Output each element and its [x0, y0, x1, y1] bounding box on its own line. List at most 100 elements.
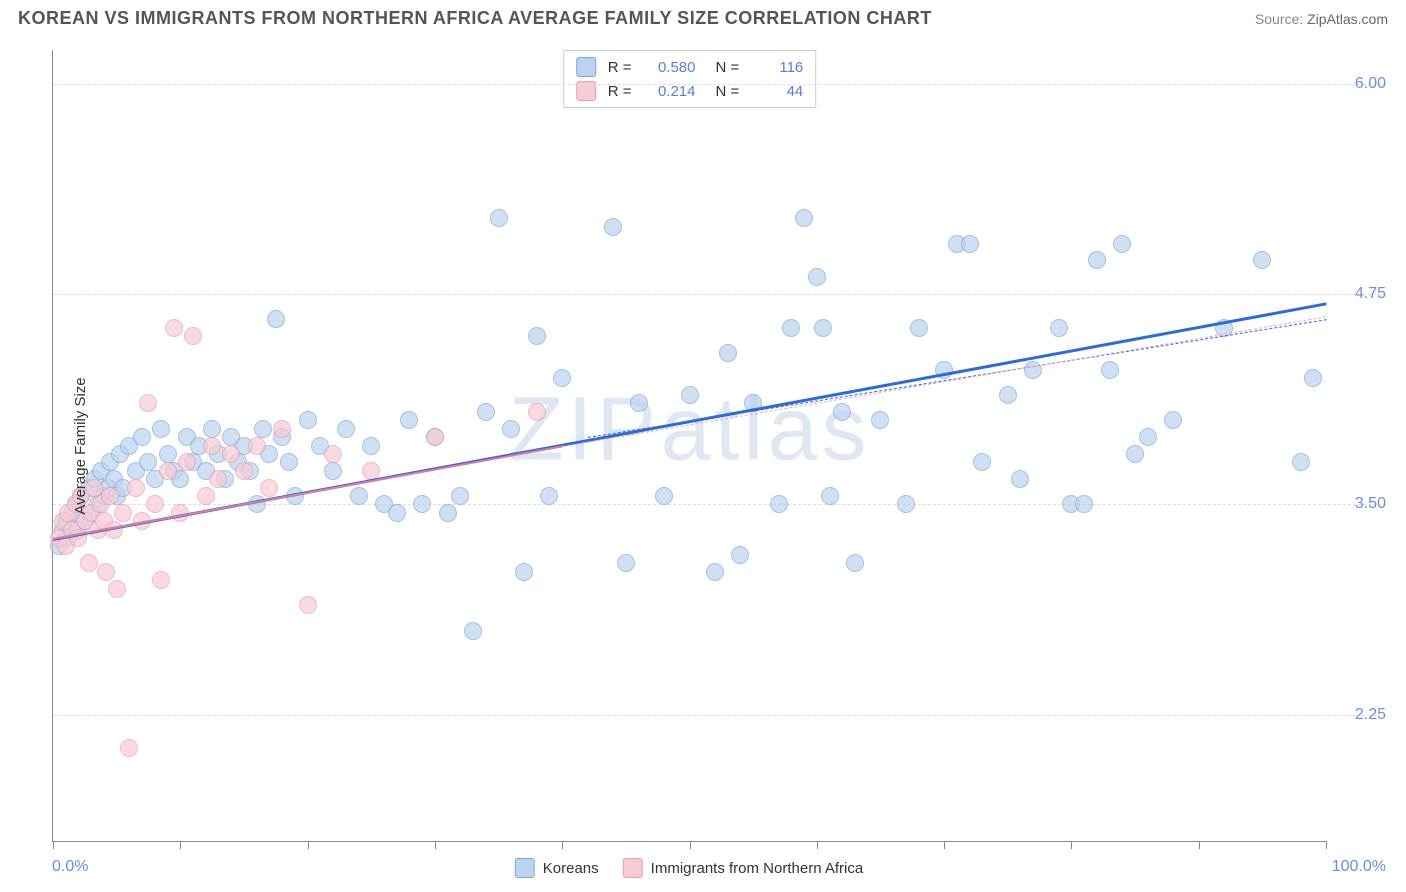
legend-swatch — [515, 858, 535, 878]
bottom-legend: Koreans Immigrants from Northern Africa — [515, 858, 863, 878]
scatter-point — [165, 319, 183, 337]
scatter-point — [324, 462, 342, 480]
scatter-point — [770, 495, 788, 513]
y-gridline — [53, 84, 1386, 85]
scatter-point — [362, 437, 380, 455]
scatter-point — [1126, 445, 1144, 463]
stat-label-r: R = — [608, 83, 632, 100]
x-tick — [180, 841, 181, 849]
x-tick — [690, 841, 691, 849]
scatter-point — [502, 420, 520, 438]
scatter-point — [630, 394, 648, 412]
stats-row: R =0.580N =116 — [576, 55, 804, 79]
scatter-point — [114, 504, 132, 522]
scatter-point — [1024, 361, 1042, 379]
scatter-point — [426, 428, 444, 446]
x-tick — [817, 841, 818, 849]
scatter-point — [388, 504, 406, 522]
scatter-point — [1101, 361, 1119, 379]
scatter-point — [209, 470, 227, 488]
scatter-point — [973, 453, 991, 471]
scatter-point — [222, 445, 240, 463]
scatter-point — [553, 369, 571, 387]
source-credit: Source: ZipAtlas.com — [1255, 11, 1388, 27]
x-tick — [435, 841, 436, 849]
scatter-point — [833, 403, 851, 421]
source-value: ZipAtlas.com — [1307, 11, 1388, 27]
x-axis-min-label: 0.0% — [52, 858, 88, 876]
scatter-point — [337, 420, 355, 438]
x-tick — [1071, 841, 1072, 849]
scatter-point — [731, 546, 749, 564]
x-tick — [1326, 841, 1327, 849]
scatter-point — [1164, 411, 1182, 429]
y-gridline — [53, 294, 1386, 295]
scatter-point — [871, 411, 889, 429]
scatter-point — [808, 268, 826, 286]
scatter-point — [477, 403, 495, 421]
scatter-point — [80, 554, 98, 572]
scatter-point — [235, 462, 253, 480]
stat-label-r: R = — [608, 59, 632, 76]
y-tick-label: 4.75 — [1336, 285, 1386, 303]
legend-item: Koreans — [515, 858, 599, 878]
scatter-point — [101, 487, 119, 505]
scatter-point — [490, 209, 508, 227]
scatter-point — [152, 571, 170, 589]
scatter-point — [159, 445, 177, 463]
legend-label: Koreans — [543, 860, 599, 877]
stat-label-n: N = — [716, 59, 740, 76]
scatter-point — [400, 411, 418, 429]
scatter-point — [451, 487, 469, 505]
scatter-point — [280, 453, 298, 471]
scatter-point — [439, 504, 457, 522]
plot-region: ZIPatlas R =0.580N =116R =0.214N =44 2.2… — [52, 50, 1326, 842]
scatter-point — [203, 437, 221, 455]
chart-title: KOREAN VS IMMIGRANTS FROM NORTHERN AFRIC… — [18, 8, 932, 29]
scatter-point — [267, 310, 285, 328]
scatter-point — [719, 344, 737, 362]
scatter-point — [681, 386, 699, 404]
scatter-point — [159, 462, 177, 480]
scatter-point — [814, 319, 832, 337]
series-swatch — [576, 57, 596, 77]
y-axis-title: Average Family Size — [72, 377, 89, 514]
y-tick-label: 6.00 — [1336, 75, 1386, 93]
scatter-point — [528, 327, 546, 345]
scatter-point — [197, 487, 215, 505]
stat-value-n: 44 — [747, 83, 803, 100]
scatter-point — [97, 563, 115, 581]
scatter-point — [139, 453, 157, 471]
stats-legend-box: R =0.580N =116R =0.214N =44 — [563, 50, 817, 108]
stat-value-r: 0.214 — [640, 83, 696, 100]
scatter-point — [1253, 251, 1271, 269]
scatter-point — [782, 319, 800, 337]
legend-label: Immigrants from Northern Africa — [651, 860, 864, 877]
scatter-point — [1050, 319, 1068, 337]
scatter-point — [821, 487, 839, 505]
scatter-point — [1088, 251, 1106, 269]
y-gridline — [53, 715, 1386, 716]
scatter-point — [299, 596, 317, 614]
scatter-point — [897, 495, 915, 513]
scatter-point — [152, 420, 170, 438]
scatter-point — [515, 563, 533, 581]
chart-area: ZIPatlas R =0.580N =116R =0.214N =44 2.2… — [52, 50, 1326, 842]
x-tick — [1199, 841, 1200, 849]
scatter-point — [203, 420, 221, 438]
scatter-point — [795, 209, 813, 227]
scatter-point — [655, 487, 673, 505]
stat-value-n: 116 — [747, 59, 803, 76]
scatter-point — [1292, 453, 1310, 471]
scatter-point — [910, 319, 928, 337]
scatter-point — [528, 403, 546, 421]
stat-label-n: N = — [716, 83, 740, 100]
scatter-point — [120, 739, 138, 757]
scatter-point — [299, 411, 317, 429]
scatter-point — [133, 428, 151, 446]
scatter-point — [260, 479, 278, 497]
chart-header: KOREAN VS IMMIGRANTS FROM NORTHERN AFRIC… — [0, 0, 1406, 33]
scatter-point — [254, 420, 272, 438]
scatter-point — [604, 218, 622, 236]
y-tick-label: 3.50 — [1336, 495, 1386, 513]
